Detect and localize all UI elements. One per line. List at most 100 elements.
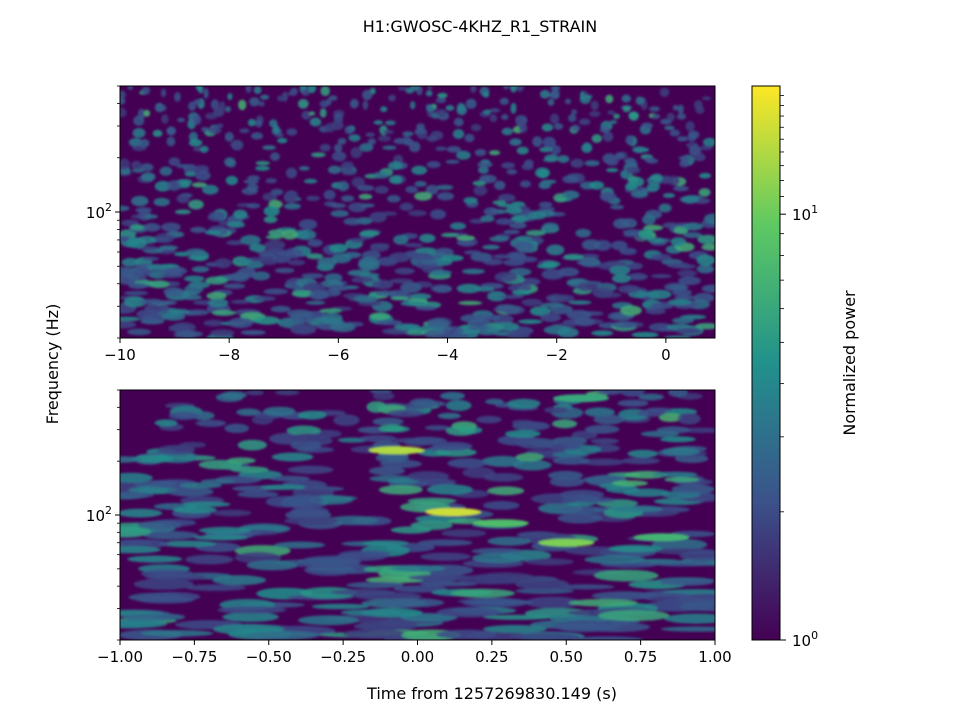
spectrogram-blob [297, 99, 309, 109]
spectrogram-blob [540, 313, 561, 322]
spectrogram-blob [511, 290, 532, 296]
spectrogram-blob [137, 520, 183, 530]
spectrogram-blob [255, 161, 270, 166]
spectrogram-blob [435, 97, 447, 104]
spectrogram-blob [593, 414, 625, 425]
spectrogram-blob [702, 137, 715, 147]
spectrogram-blob [414, 181, 427, 187]
spectrogram-blob [287, 259, 306, 266]
spectrogram-blob [226, 240, 245, 246]
spectrogram-blob [565, 546, 623, 556]
spectrogram-blob [648, 322, 673, 332]
spectrogram-blob [649, 106, 660, 112]
spectrogram-blob [557, 155, 570, 163]
spectrogram-blob [612, 321, 638, 329]
spectrogram-blob [697, 234, 715, 245]
spectrogram-blob [372, 392, 395, 401]
spectrogram-blob [326, 515, 379, 526]
spectrogram-blob [548, 93, 554, 98]
spectrogram-blob [236, 408, 261, 416]
spectrogram-blob [373, 171, 390, 179]
spectrogram-blob [357, 184, 375, 192]
spectrogram-blob [664, 477, 700, 483]
spectrogram-blob [212, 509, 252, 517]
spectrogram-blob [253, 86, 262, 95]
spectrogram-blob [208, 126, 222, 135]
spectrogram-blob [415, 247, 437, 254]
spectrogram-blob [408, 574, 473, 581]
x-tick-label: 0.75 [624, 648, 657, 666]
spectrogram-blob [693, 100, 703, 110]
x-tick-label: 0.25 [475, 648, 508, 666]
spectrogram-blob [507, 251, 526, 258]
spectrogram-blob [509, 138, 522, 146]
spectrogram-blob [630, 190, 649, 199]
spectrogram-blob [607, 110, 616, 115]
spectrogram-blob [132, 269, 151, 278]
spectrogram-blob [668, 390, 688, 398]
spectrogram-blob [403, 138, 414, 146]
spectrogram-blob [435, 109, 447, 117]
colorbar-tick-label: 100 [792, 629, 818, 650]
spectrogram-blob [675, 327, 702, 335]
spectrogram-blob [489, 150, 501, 156]
spectrogram-blob [482, 91, 490, 98]
spectrogram-blob [683, 222, 703, 231]
spectrogram-blob [465, 98, 477, 110]
spectrogram-blob [578, 118, 591, 126]
spectrogram-blob [525, 596, 580, 609]
spectrogram-blob [573, 317, 596, 327]
spectrogram-blob [328, 95, 338, 101]
spectrogram-blob [154, 104, 167, 112]
spectrogram-blob [176, 194, 190, 204]
spectrogram-blob [127, 86, 133, 91]
spectrogram-blob [120, 266, 133, 276]
spectrogram-blob [331, 151, 347, 162]
spectrogram-blob [698, 188, 711, 197]
spectrogram-blob [696, 264, 715, 274]
spectrogram-blob [191, 182, 207, 188]
spectrogram-blob [362, 540, 409, 546]
spectrogram-blob [408, 210, 427, 217]
spectrogram-blob [672, 317, 694, 324]
spectrogram-blob [130, 454, 175, 463]
spectrogram-blob [646, 183, 661, 191]
spectrogram-blob [166, 126, 176, 135]
spectrogram-blob [348, 134, 361, 142]
spectrogram-blob [629, 176, 645, 187]
spectrogram-blob [247, 630, 320, 640]
spectrogram-blob [388, 175, 403, 185]
spectrogram-blob [544, 154, 559, 162]
spectrogram-peak [368, 446, 425, 455]
spectrogram-blob [676, 136, 689, 142]
spectrogram-blob [609, 265, 631, 276]
spectrogram-blob [120, 96, 126, 105]
spectrogram-blob [539, 180, 552, 189]
spectrogram-blob [458, 300, 483, 306]
colorbar: 100 101 Normalized power [751, 85, 859, 650]
spectrogram-blob [546, 244, 565, 256]
spectrogram-blob [487, 291, 507, 302]
spectrogram-blob [492, 200, 506, 205]
spectrogram-blob [471, 552, 526, 564]
spectrogram-blob [283, 203, 301, 210]
spectrogram-blob [617, 399, 649, 407]
spectrogram-blob [305, 300, 326, 305]
spectrogram-blob [673, 185, 689, 192]
spectrogram-blob [617, 284, 641, 294]
spectrogram-blob [538, 201, 553, 208]
spectrogram-blob [134, 480, 177, 489]
spectrogram-blob [360, 203, 375, 208]
spectrogram-blob [120, 526, 152, 538]
spectrogram-blob [480, 174, 497, 184]
spectrogram-blob [651, 301, 674, 309]
spectrogram-blob [501, 162, 515, 169]
spectrogram-blob [652, 561, 714, 567]
spectrogram-blob [679, 159, 690, 168]
spectrogram-blob [253, 296, 276, 302]
spectrogram-blob [206, 292, 227, 300]
spectrogram-blob [698, 145, 713, 151]
spectrogram-peak [633, 533, 690, 542]
spectrogram-blob [509, 222, 527, 229]
spectrogram-blob [120, 492, 154, 499]
